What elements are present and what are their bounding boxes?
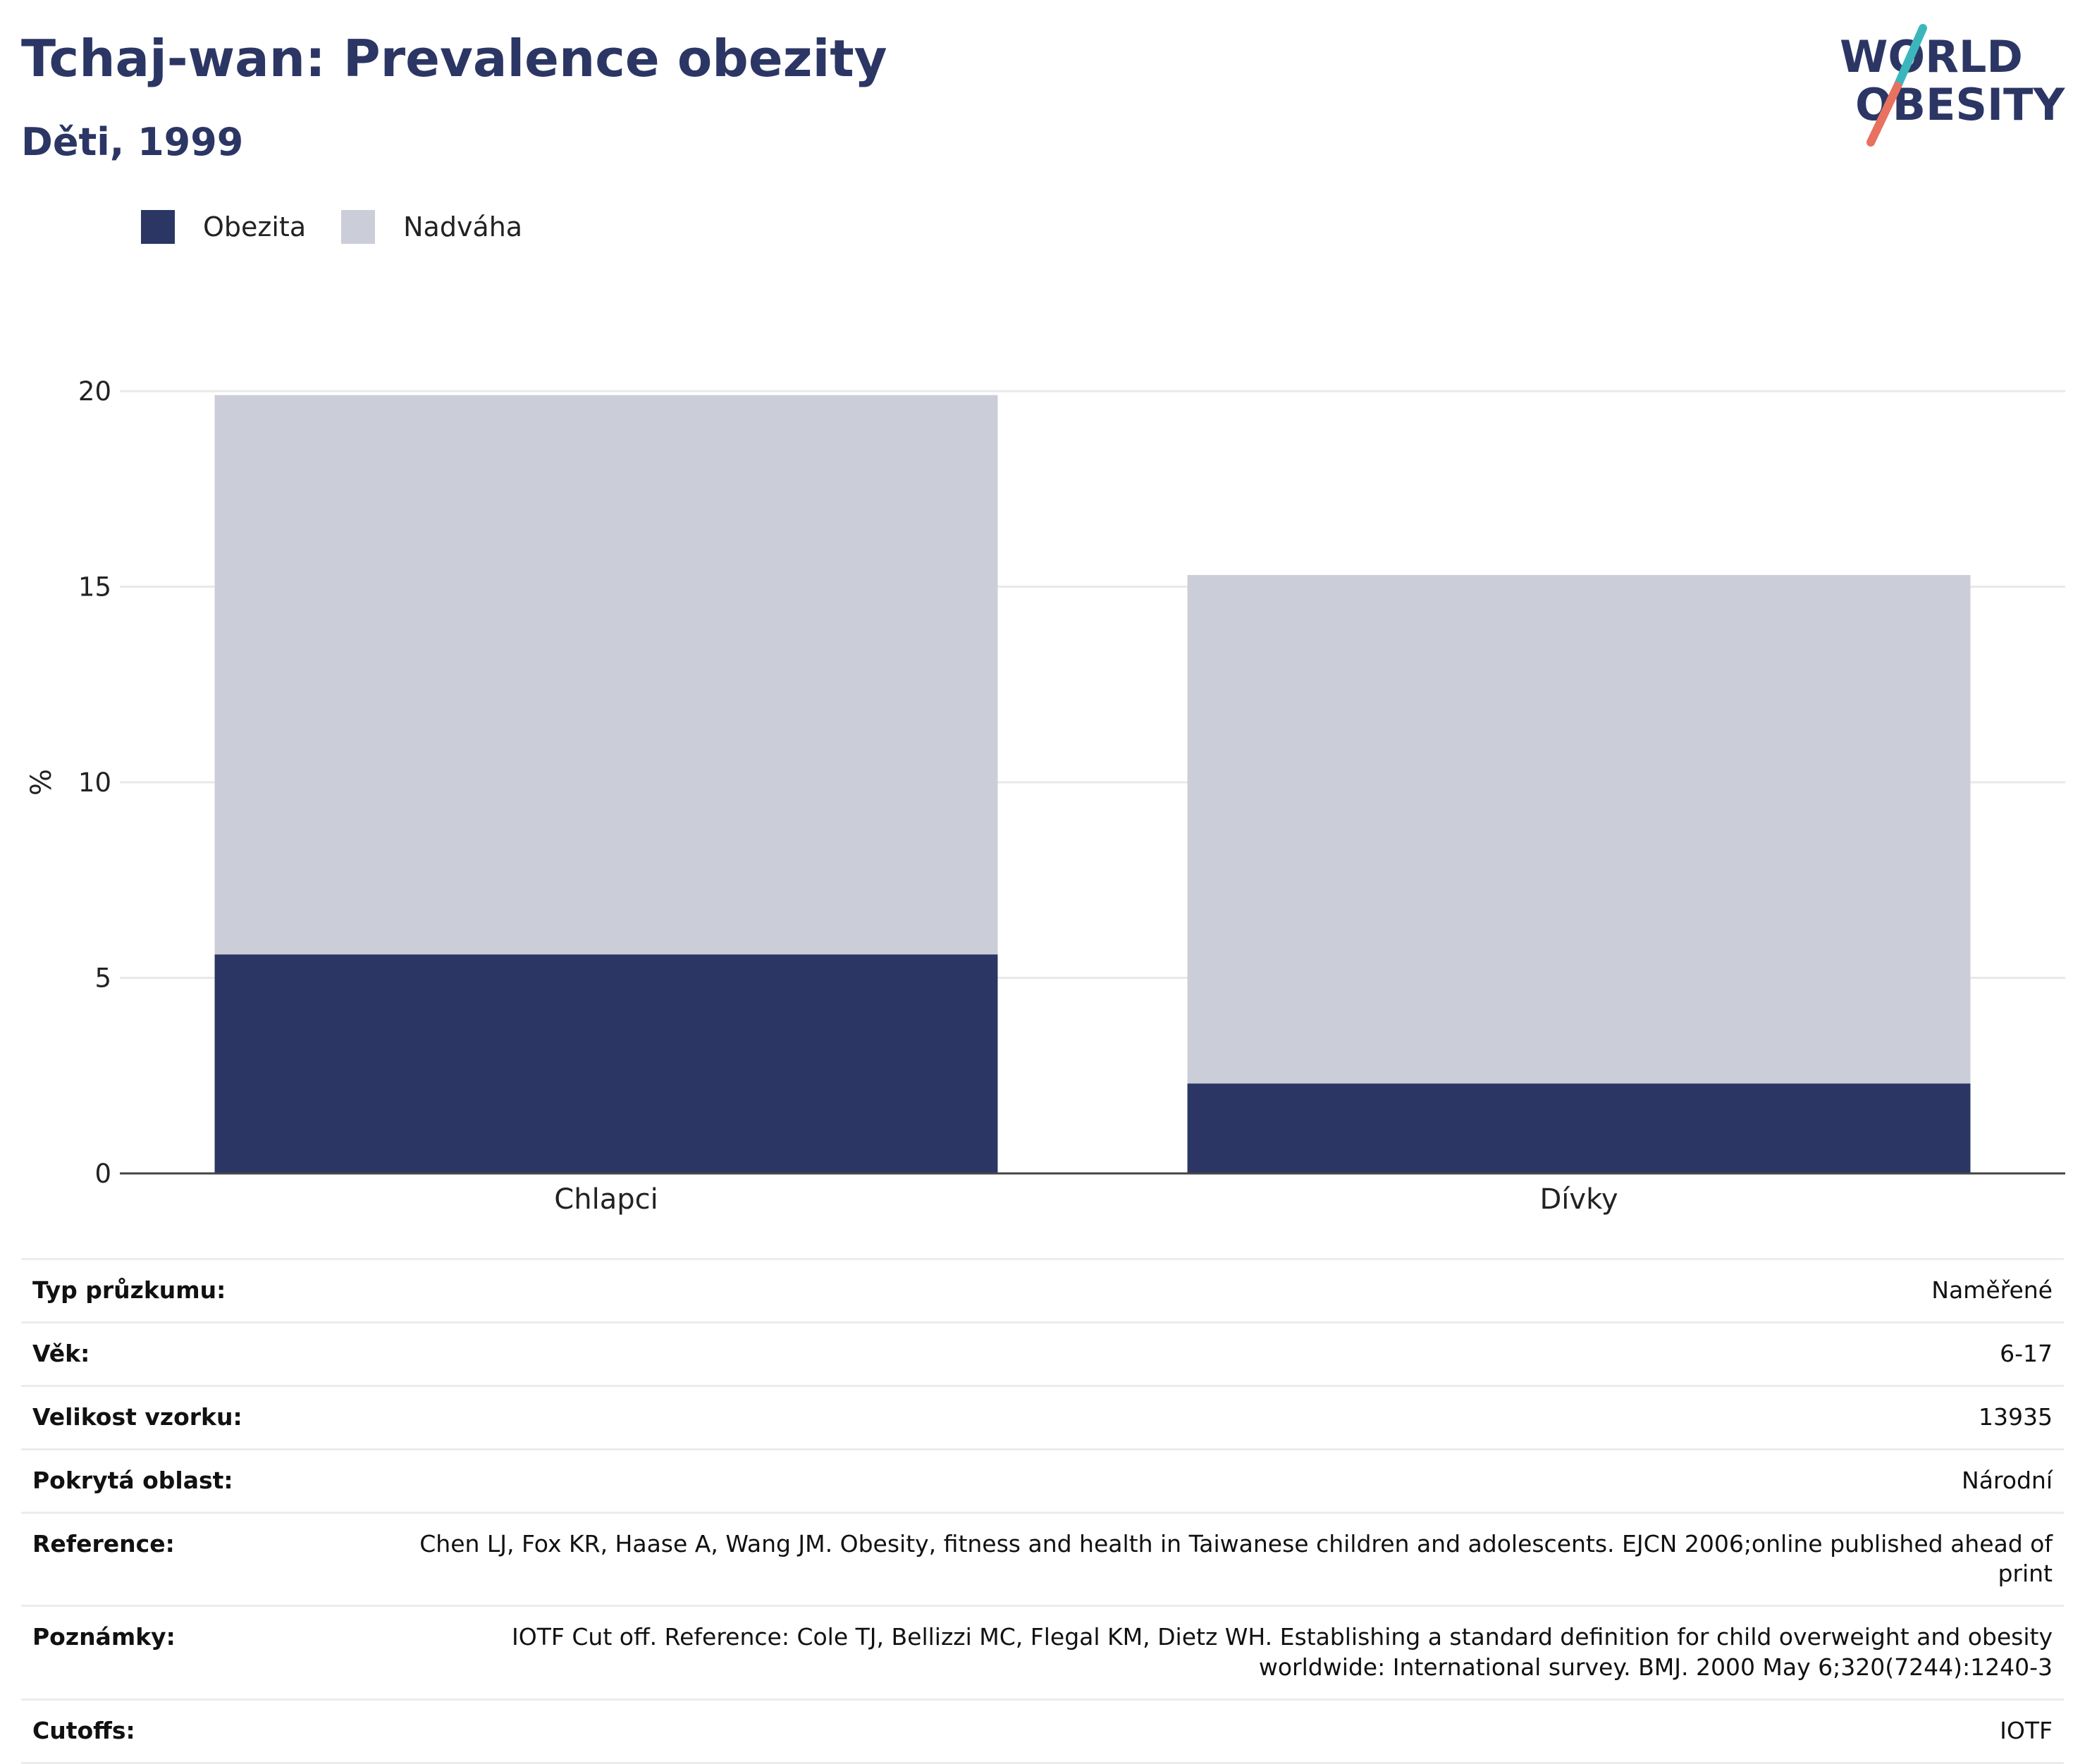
legend-swatch-nadvaha xyxy=(341,210,376,244)
legend-swatch-obezita xyxy=(141,210,175,244)
info-value: 6-17 xyxy=(2000,1339,2053,1367)
logo-slash-coral xyxy=(1866,82,1902,147)
bar-obezita-dívky xyxy=(1187,1083,1971,1173)
info-value: IOTF xyxy=(2000,1717,2053,1745)
info-value: Chen LJ, Fox KR, Haase A, Wang JM. Obesi… xyxy=(419,1529,2053,1588)
y-tick-label: 10 xyxy=(78,767,111,798)
info-row-age: Věk: 6-17 xyxy=(21,1322,2064,1386)
y-tick-label: 20 xyxy=(78,376,111,407)
chart-title: Tchaj-wan: Prevalence obezity xyxy=(21,29,887,88)
world-obesity-logo: WORLD OBESITY xyxy=(1840,24,2065,147)
info-value: 13935 xyxy=(1979,1402,2053,1431)
info-key: Typ průzkumu: xyxy=(32,1276,226,1304)
legend-item-obezita[interactable]: Obezita xyxy=(141,210,306,244)
info-row-notes: Poznámky: IOTF Cut off. Reference: Cole … xyxy=(21,1605,2064,1700)
chart-subtitle: Děti, 1999 xyxy=(21,120,244,164)
info-key: Věk: xyxy=(32,1339,90,1367)
info-row-area-covered: Pokrytá oblast: Národní xyxy=(21,1449,2064,1513)
info-row-reference: Reference: Chen LJ, Fox KR, Haase A, Wan… xyxy=(21,1512,2064,1606)
y-tick-label: 5 xyxy=(94,963,111,994)
bar-nadváha-chlapci xyxy=(214,395,998,955)
survey-info-table: Typ průzkumu: Naměřené Věk: 6-17 Velikos… xyxy=(21,1258,2064,1764)
legend: Obezita Nadváha xyxy=(141,210,558,244)
legend-label-obezita: Obezita xyxy=(203,211,307,242)
logo-slash-teal xyxy=(1893,24,1927,90)
stacked-bar-chart: 0 5 10 15 20% Chlapci Dívky xyxy=(25,376,2065,1216)
info-value: Národní xyxy=(1962,1466,2053,1494)
info-value: Naměřené xyxy=(1931,1276,2053,1304)
info-key: Cutoffs: xyxy=(32,1717,135,1745)
x-tick-label: Dívky xyxy=(1540,1183,1618,1216)
y-axis-label: % xyxy=(25,769,58,796)
info-row-sample-size: Velikost vzorku: 13935 xyxy=(21,1386,2064,1450)
logo-text-world: WORLD xyxy=(1840,31,2023,82)
info-key: Velikost vzorku: xyxy=(32,1402,242,1431)
bar-nadváha-dívky xyxy=(1187,574,1971,1084)
bar-obezita-chlapci xyxy=(214,954,998,1173)
x-tick-label: Chlapci xyxy=(554,1183,658,1216)
y-tick-label: 0 xyxy=(94,1159,111,1189)
info-value: IOTF Cut off. Reference: Cole TJ, Belliz… xyxy=(512,1623,2053,1682)
info-row-survey-type: Typ průzkumu: Naměřené xyxy=(21,1259,2064,1323)
info-row-cutoffs: Cutoffs: IOTF xyxy=(21,1699,2064,1763)
legend-item-nadvaha[interactable]: Nadváha xyxy=(341,210,522,244)
y-tick-label: 15 xyxy=(78,572,111,603)
legend-label-nadvaha: Nadváha xyxy=(403,211,523,242)
info-key: Reference: xyxy=(32,1529,175,1558)
info-key: Poznámky: xyxy=(32,1623,176,1651)
info-key: Pokrytá oblast: xyxy=(32,1466,233,1494)
